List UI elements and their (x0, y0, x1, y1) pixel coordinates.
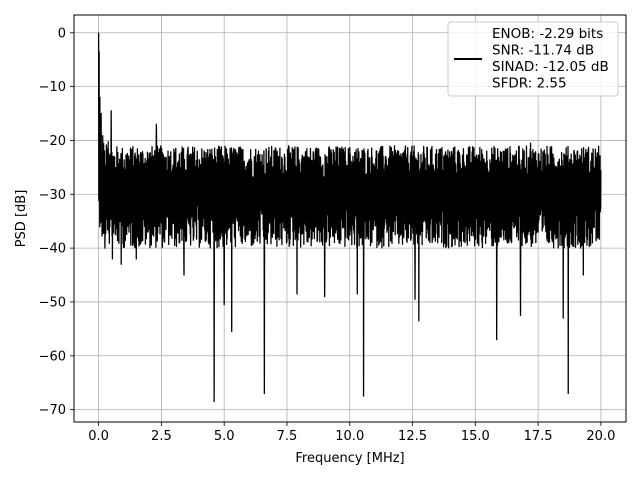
y-tick-label: 0 (58, 26, 66, 41)
y-tick-label: −70 (39, 403, 66, 418)
plot-area (97, 32, 602, 403)
y-tick-label: −10 (39, 80, 66, 95)
y-tick-label: −50 (39, 295, 66, 310)
x-tick-label: 12.5 (398, 429, 427, 444)
y-axis-label: PSD [dB] (14, 190, 29, 248)
x-tick-label: 0.0 (88, 429, 109, 444)
x-axis-label: Frequency [MHz] (295, 451, 404, 466)
legend-entry-enob: ENOB: -2.29 bits (492, 26, 603, 42)
legend-box (447, 21, 619, 97)
legend-entry-sfdr: SFDR: 2.55 (492, 76, 567, 92)
psd-series-line (97, 32, 602, 403)
x-tick-label: 5.0 (214, 429, 235, 444)
y-tick-label: −20 (39, 134, 66, 149)
legend: ENOB: -2.29 bits SNR: -11.74 dB SINAD: -… (447, 21, 619, 97)
x-tick-label: 20.0 (586, 429, 615, 444)
x-tick-label: 7.5 (277, 429, 298, 444)
y-tick-label: −30 (39, 188, 66, 203)
y-tick-label: −40 (39, 242, 66, 257)
x-tick-label: 10.0 (335, 429, 364, 444)
x-tick-label: 15.0 (461, 429, 490, 444)
x-tick-label: 17.5 (524, 429, 553, 444)
y-tick-label: −60 (39, 349, 66, 364)
axis-ticks: 0.0 2.5 5.0 7.5 10.0 12.5 15.0 17.5 20.0 0 −10 −20 −… (39, 26, 616, 444)
x-tick-label: 2.5 (151, 429, 172, 444)
legend-entry-snr: SNR: -11.74 dB (492, 43, 594, 59)
legend-entry-sinad: SINAD: -12.05 dB (492, 59, 609, 75)
